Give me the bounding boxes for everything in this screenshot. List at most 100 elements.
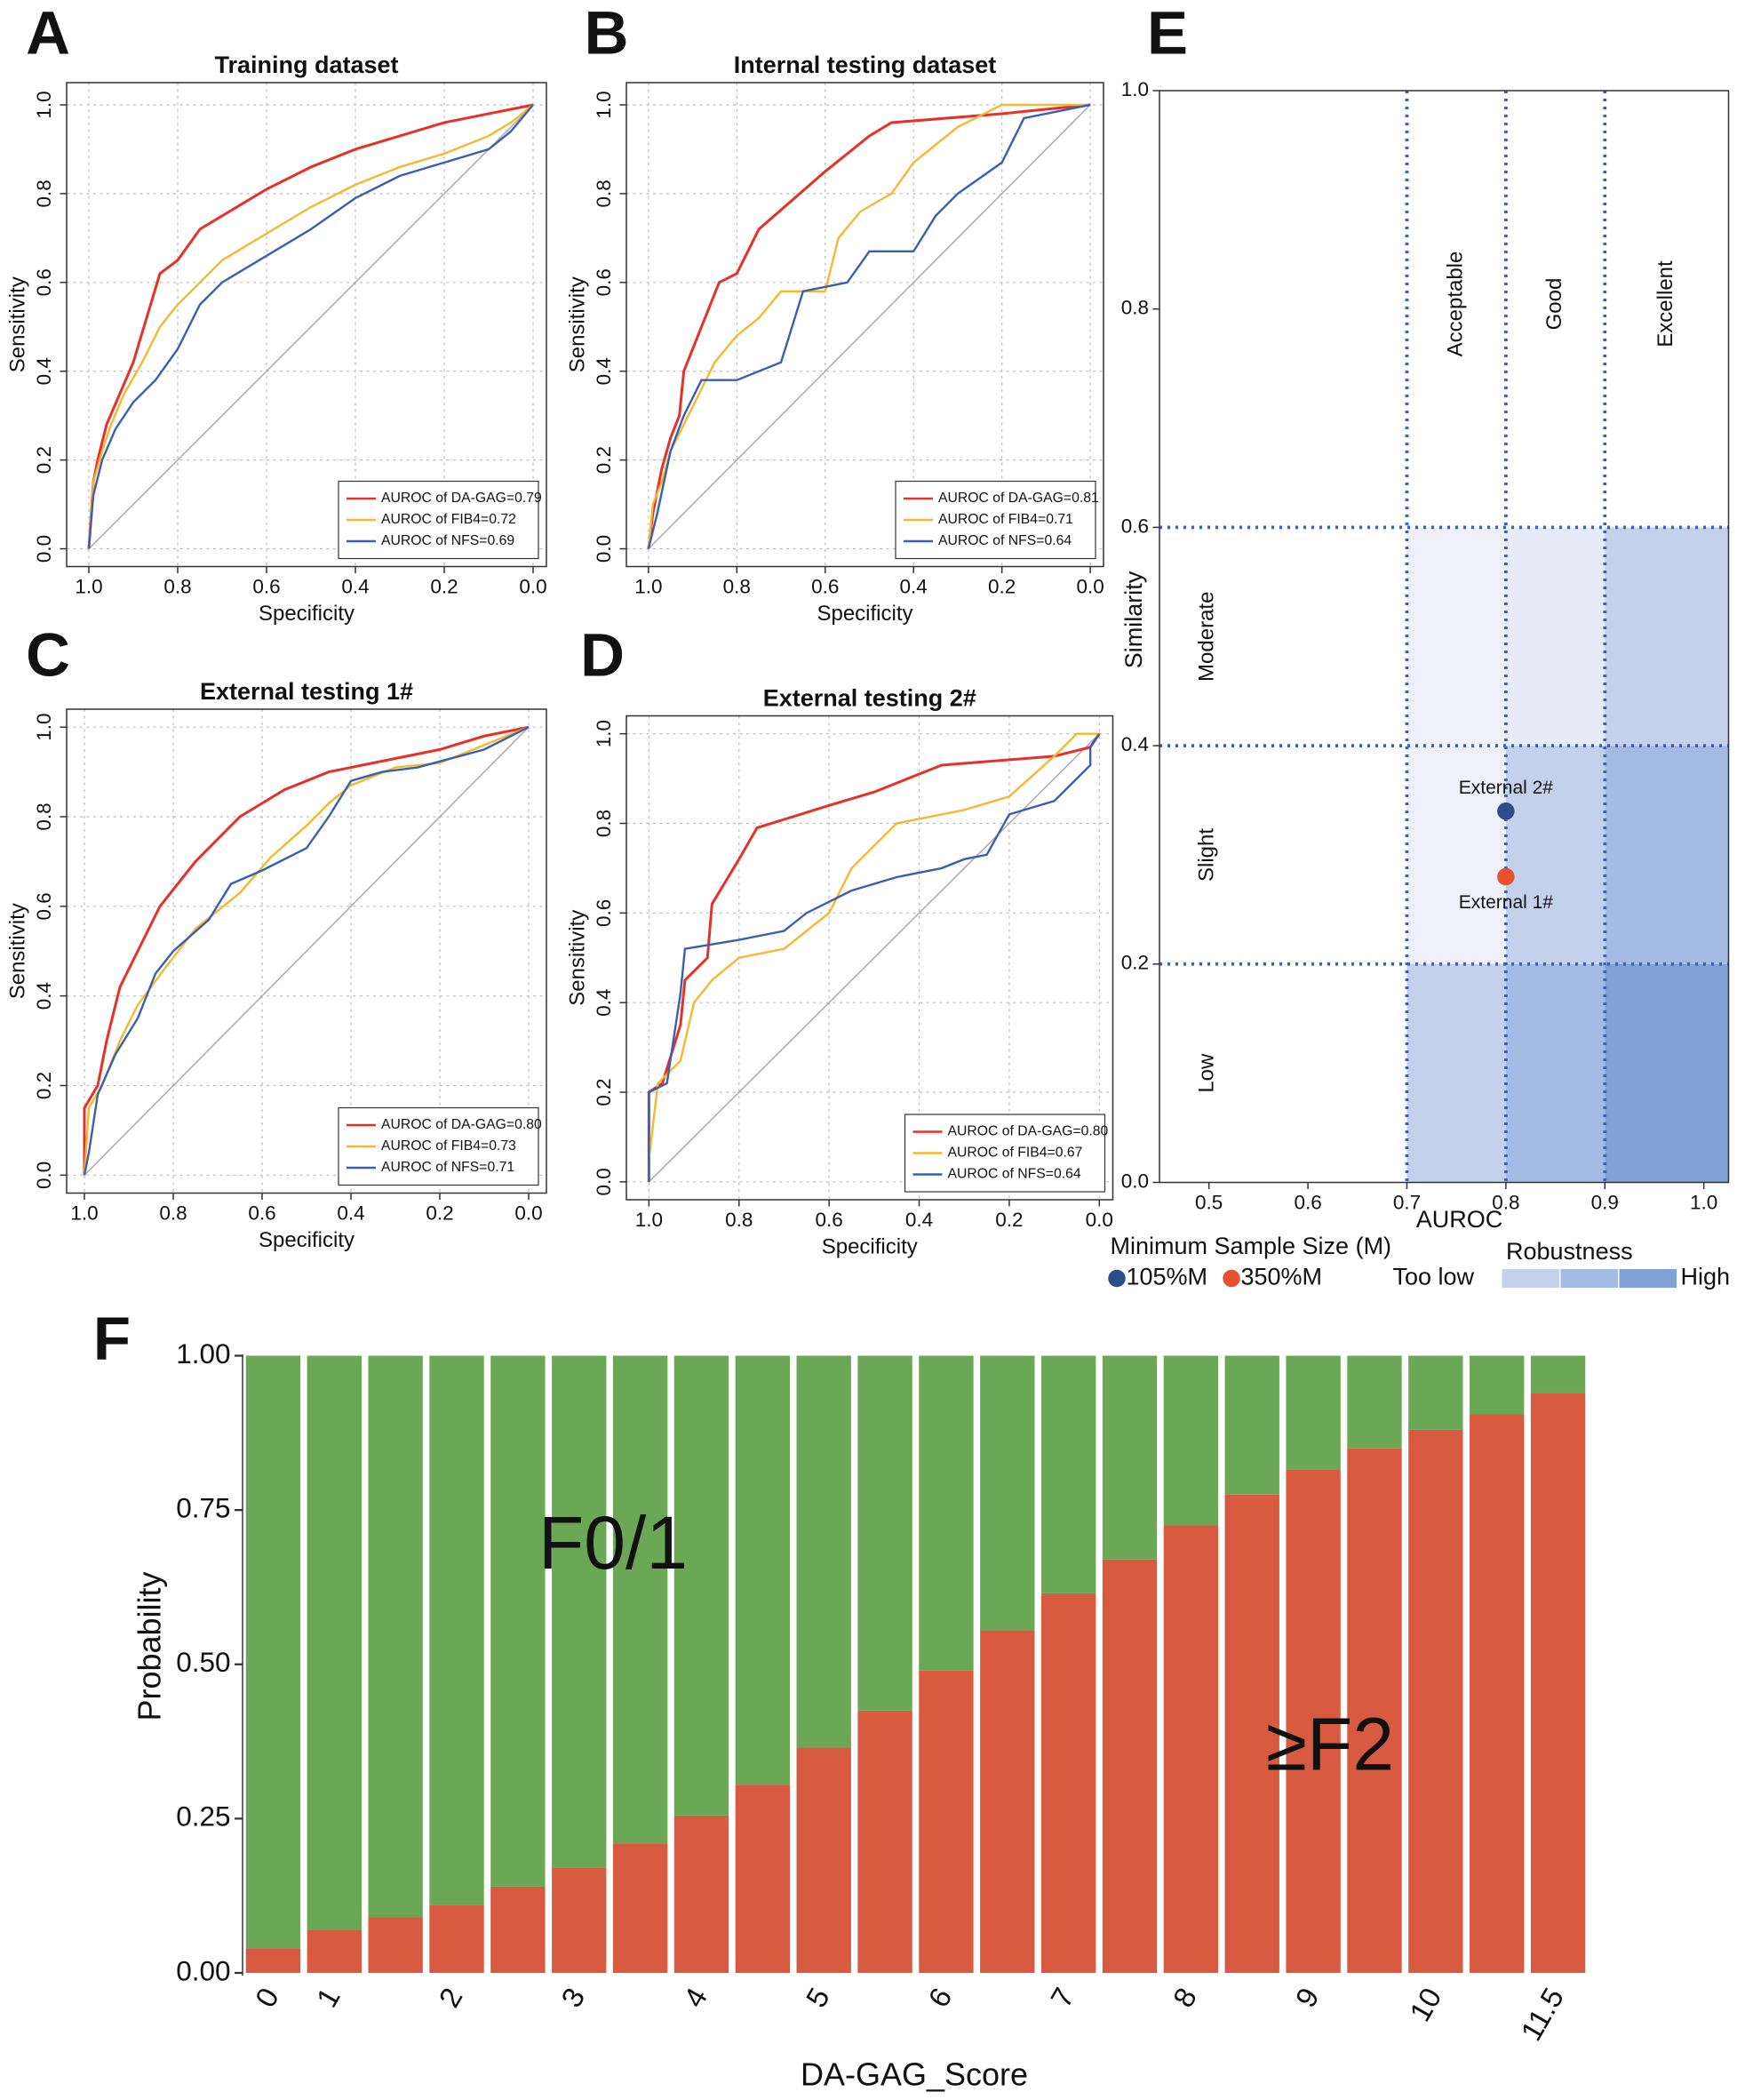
plot-frame <box>66 708 547 1194</box>
roc-curve <box>87 104 534 549</box>
x-tick-label: 0.6 <box>1294 1191 1321 1213</box>
y-tick-label: 0.2 <box>593 1078 615 1106</box>
x-axis-label: Specificity <box>259 602 355 626</box>
robustness-region <box>1505 963 1606 1183</box>
reference-diagonal <box>88 104 534 550</box>
roc-curve <box>87 103 534 549</box>
band-label: Moderate <box>1194 592 1218 682</box>
size-legend-label: 105%M <box>1127 1264 1208 1290</box>
robustness-swatch <box>1619 1269 1677 1289</box>
series-label: ≥F2 <box>1266 1703 1394 1786</box>
x-tick-label: 5 <box>800 1982 836 2012</box>
bar-segment <box>245 1948 301 1974</box>
reference-diagonal <box>648 104 1091 550</box>
x-tick-label: 0.8 <box>723 575 751 597</box>
x-tick-label: 0.4 <box>900 575 928 597</box>
x-tick-label: 2 <box>432 1982 468 2012</box>
x-tick-label: 0.0 <box>519 575 546 597</box>
x-tick-label: 0.7 <box>1393 1191 1421 1213</box>
x-tick-label: 0.8 <box>1492 1191 1519 1213</box>
robustness-region <box>1406 963 1506 1183</box>
x-axis-label: DA-GAG_Score <box>801 2056 1028 2093</box>
plot-frame <box>1159 90 1730 1184</box>
y-tick-label: 0.4 <box>33 357 55 385</box>
x-tick-label: 0.9 <box>1591 1191 1619 1213</box>
legend-label: AUROC of DA-GAG=0.81 <box>938 491 1099 506</box>
bar-segment <box>735 1785 791 1974</box>
bar-segment <box>245 1355 301 1949</box>
band-label: Low <box>1194 1053 1218 1093</box>
robustness-high-label: High <box>1681 1264 1731 1290</box>
bar-segment <box>1408 1429 1463 1974</box>
legend-label: AUROC of FIB4=0.72 <box>381 512 516 527</box>
band-label: Good <box>1542 278 1566 331</box>
roc-curve <box>83 725 530 1176</box>
legend-label: AUROC of FIB4=0.67 <box>948 1146 1083 1161</box>
y-tick-label: 0.0 <box>33 535 55 563</box>
y-tick-label: 0.0 <box>33 1162 55 1189</box>
chart-title: External testing 2# <box>763 685 976 712</box>
roc-curve <box>647 103 1091 549</box>
y-tick-label: 0.6 <box>1121 515 1149 537</box>
bar-segment <box>429 1355 484 1905</box>
bar-segment <box>490 1886 546 1974</box>
y-tick-label: 0.2 <box>33 446 55 474</box>
x-tick-label: 7 <box>1044 1982 1080 2012</box>
y-tick-label: 0.4 <box>33 982 55 1010</box>
y-tick-label: 0.2 <box>33 1072 55 1099</box>
band-label: Slight <box>1194 828 1218 882</box>
x-tick-label: 0.4 <box>337 1202 364 1224</box>
point <box>1497 802 1515 820</box>
bar-segment <box>1408 1355 1463 1430</box>
bar-segment <box>1470 1355 1525 1415</box>
y-axis-label: Similarity <box>1120 571 1147 668</box>
bar-segment <box>1286 1355 1341 1470</box>
bar-segment <box>368 1917 423 1974</box>
y-tick-label: 0.4 <box>593 357 615 385</box>
bar-segment <box>980 1355 1035 1631</box>
band-label: Acceptable <box>1444 252 1468 357</box>
y-tick-label: 1.0 <box>1121 78 1149 100</box>
x-axis-label: AUROC <box>1416 1206 1503 1233</box>
x-tick-label: 0.2 <box>995 1209 1023 1231</box>
x-tick-label: 0.8 <box>725 1209 753 1231</box>
x-tick-label: 0.8 <box>159 1202 187 1224</box>
y-tick-label: 0.4 <box>1121 733 1149 755</box>
x-tick-label: 0.6 <box>811 575 839 597</box>
bar-segment <box>612 1843 668 1974</box>
bar-segment <box>368 1355 423 1918</box>
y-axis-label: Sensitivity <box>565 276 589 372</box>
bar-segment <box>307 1355 362 1930</box>
x-tick-label: 0.8 <box>163 575 191 597</box>
bar-segment <box>1286 1469 1341 1974</box>
x-tick-label: 0.6 <box>248 1202 275 1224</box>
robustness-region <box>1505 746 1606 964</box>
x-tick-label: 0.0 <box>1086 1209 1113 1231</box>
bar-segment <box>552 1867 607 1974</box>
roc-curve <box>648 732 1101 1182</box>
bar-segment <box>1163 1355 1219 1526</box>
panel-letter: C <box>26 621 70 690</box>
y-tick-label: 0.8 <box>593 180 615 207</box>
chart-title: Internal testing dataset <box>734 52 997 78</box>
robustness-region <box>1605 746 1729 964</box>
y-axis-label: Sensitivity <box>565 910 589 1006</box>
x-tick-label: 1.0 <box>635 1209 663 1231</box>
robustness-region <box>1605 963 1729 1183</box>
robustness-swatch <box>1560 1269 1619 1289</box>
bar-segment <box>796 1355 851 1748</box>
point-label: External 2# <box>1459 778 1554 798</box>
y-tick-label: 0.6 <box>593 899 615 927</box>
bar-segment <box>673 1355 729 1816</box>
plot-frame <box>625 82 1104 568</box>
y-tick-label: 1.0 <box>593 91 615 118</box>
bar-segment <box>1163 1525 1219 1974</box>
bar-segment <box>1470 1414 1525 1974</box>
y-tick-label: 1.00 <box>176 1337 230 1369</box>
bar-segment <box>1530 1355 1586 1393</box>
legend-label: AUROC of NFS=0.64 <box>938 533 1072 548</box>
point-label: External 1# <box>1459 892 1554 913</box>
y-tick-label: 0.8 <box>1121 297 1149 319</box>
bar-segment <box>429 1904 484 1974</box>
